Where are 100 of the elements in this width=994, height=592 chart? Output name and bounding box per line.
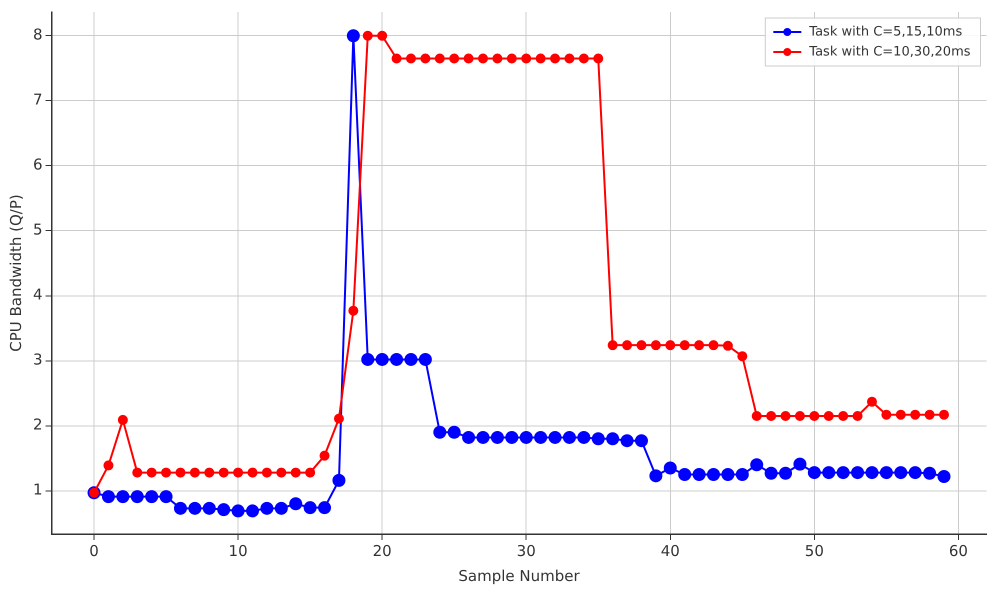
point	[851, 466, 864, 480]
point	[406, 53, 416, 64]
point	[881, 410, 892, 420]
point	[692, 468, 706, 482]
y-tick-label: 4	[32, 286, 43, 304]
point	[218, 468, 229, 478]
point	[924, 410, 935, 420]
point	[492, 53, 502, 64]
point	[766, 411, 776, 422]
point	[217, 503, 230, 516]
point	[866, 396, 877, 407]
point	[650, 340, 661, 350]
point	[464, 53, 474, 64]
point	[130, 490, 144, 504]
point	[246, 504, 260, 518]
y-tick-label: 3	[32, 350, 43, 369]
point	[506, 53, 517, 64]
point	[620, 434, 634, 448]
point	[838, 411, 848, 422]
point	[346, 29, 360, 42]
point	[334, 414, 344, 424]
point	[260, 502, 274, 515]
point	[752, 411, 762, 422]
point	[593, 53, 604, 64]
point	[160, 490, 173, 504]
point	[290, 468, 301, 478]
legend-label: Task with C=5,15,10ms	[808, 24, 962, 40]
point	[332, 474, 346, 487]
point	[649, 469, 662, 482]
point	[634, 434, 648, 448]
point	[145, 490, 158, 504]
x-tick-label: 50	[804, 542, 824, 560]
point	[923, 466, 936, 480]
point	[764, 466, 778, 480]
point	[779, 466, 792, 480]
x-tick-label: 0	[89, 542, 99, 560]
point	[836, 466, 850, 480]
point	[132, 468, 142, 478]
point	[938, 470, 950, 483]
y-tick-label: 8	[32, 26, 43, 44]
x-tick-label: 30	[516, 542, 536, 560]
x-tick-label: 60	[948, 542, 968, 560]
point	[737, 351, 748, 362]
point	[521, 53, 532, 64]
point	[865, 466, 878, 480]
point	[289, 497, 302, 510]
point	[476, 430, 490, 444]
point	[233, 468, 244, 478]
point	[707, 468, 720, 482]
point	[390, 352, 404, 366]
point	[188, 502, 202, 515]
point	[102, 490, 115, 504]
point	[578, 53, 589, 64]
y-tick-label: 1	[32, 480, 43, 499]
point	[490, 430, 504, 444]
point	[694, 340, 704, 350]
point	[174, 502, 187, 515]
point	[418, 352, 432, 366]
point	[433, 426, 446, 439]
y-axis-title: CPU Bandwidth (Q/P)	[6, 194, 25, 352]
point	[808, 466, 821, 480]
point	[780, 411, 791, 422]
point	[376, 352, 389, 366]
point	[896, 410, 906, 420]
point	[449, 53, 460, 64]
point	[318, 501, 332, 514]
legend-label: Task with C=10,30,20ms	[808, 44, 971, 60]
x-tick-label: 40	[660, 542, 680, 560]
point	[505, 430, 518, 444]
y-tick-label: 2	[32, 416, 43, 434]
point	[361, 352, 374, 366]
point	[736, 468, 749, 482]
point	[562, 430, 576, 444]
point	[636, 340, 646, 350]
y-tick-label: 7	[32, 90, 43, 109]
x-tick-label: 20	[372, 542, 392, 560]
point	[721, 468, 734, 482]
point	[577, 430, 590, 444]
point	[520, 430, 533, 444]
point	[146, 468, 157, 478]
point	[880, 466, 893, 480]
point	[534, 430, 548, 444]
point	[793, 458, 806, 471]
point	[536, 53, 546, 64]
point	[305, 468, 316, 478]
point	[548, 430, 562, 444]
point	[202, 502, 216, 515]
point	[274, 502, 288, 515]
point	[592, 432, 605, 446]
point	[377, 30, 388, 41]
point	[276, 468, 286, 478]
point	[434, 53, 445, 64]
point	[175, 468, 186, 478]
point	[664, 462, 677, 475]
point	[462, 430, 476, 444]
point	[448, 426, 461, 439]
point	[190, 468, 200, 478]
point	[116, 490, 130, 504]
point	[608, 340, 618, 350]
point	[320, 450, 330, 461]
